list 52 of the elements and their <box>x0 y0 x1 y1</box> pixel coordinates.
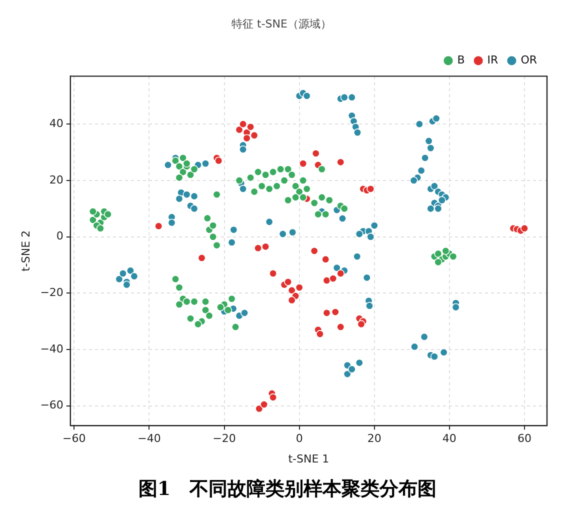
point <box>329 274 338 283</box>
point <box>260 400 268 408</box>
y-tick-label: 20 <box>49 173 64 186</box>
point <box>198 254 206 262</box>
x-tick-label: 40 <box>442 432 456 446</box>
x-tick-label: 20 <box>367 432 382 446</box>
y-tick-label: 0 <box>56 230 64 243</box>
point <box>295 284 304 292</box>
point <box>357 320 366 328</box>
point <box>299 160 308 168</box>
caption: 图1 不同故障类别样本聚类分布图 <box>137 477 438 502</box>
point <box>154 222 163 230</box>
x-tick-label: 60 <box>517 432 532 446</box>
point <box>331 308 340 316</box>
point <box>312 149 320 158</box>
point <box>336 269 345 278</box>
legend-label: B <box>457 54 465 67</box>
point <box>214 156 223 165</box>
point <box>262 242 270 251</box>
point <box>288 286 296 294</box>
point <box>322 276 331 284</box>
point <box>288 296 296 304</box>
point <box>310 246 318 255</box>
point <box>269 393 278 402</box>
x-tick-label: −40 <box>138 432 161 446</box>
y-axis-title: t-SNE 2 <box>19 230 32 272</box>
y-tick-label: −40 <box>40 342 64 356</box>
point <box>336 158 345 166</box>
x-tick-label: −60 <box>62 432 86 446</box>
y-tick-label: −60 <box>40 398 64 412</box>
point <box>239 120 248 128</box>
x-tick-label: −20 <box>212 432 236 446</box>
legend-label: IR <box>487 54 499 67</box>
y-tick-label: 40 <box>49 116 64 130</box>
point <box>316 330 324 338</box>
point <box>284 278 292 286</box>
point <box>254 244 262 252</box>
x-tick-label: 0 <box>296 432 303 446</box>
point <box>322 255 330 264</box>
point <box>246 122 255 131</box>
point <box>242 134 251 142</box>
legend-label: OR <box>520 54 538 67</box>
point <box>235 126 244 134</box>
point <box>269 269 278 278</box>
point <box>250 131 258 140</box>
y-tick-label: −20 <box>40 286 64 300</box>
point <box>520 224 528 232</box>
chart-title: 特征 t-SNE（源域） <box>232 17 332 30</box>
point <box>322 308 331 317</box>
point <box>366 184 375 193</box>
x-axis-title: t-SNE 1 <box>288 452 330 466</box>
point <box>336 322 345 331</box>
